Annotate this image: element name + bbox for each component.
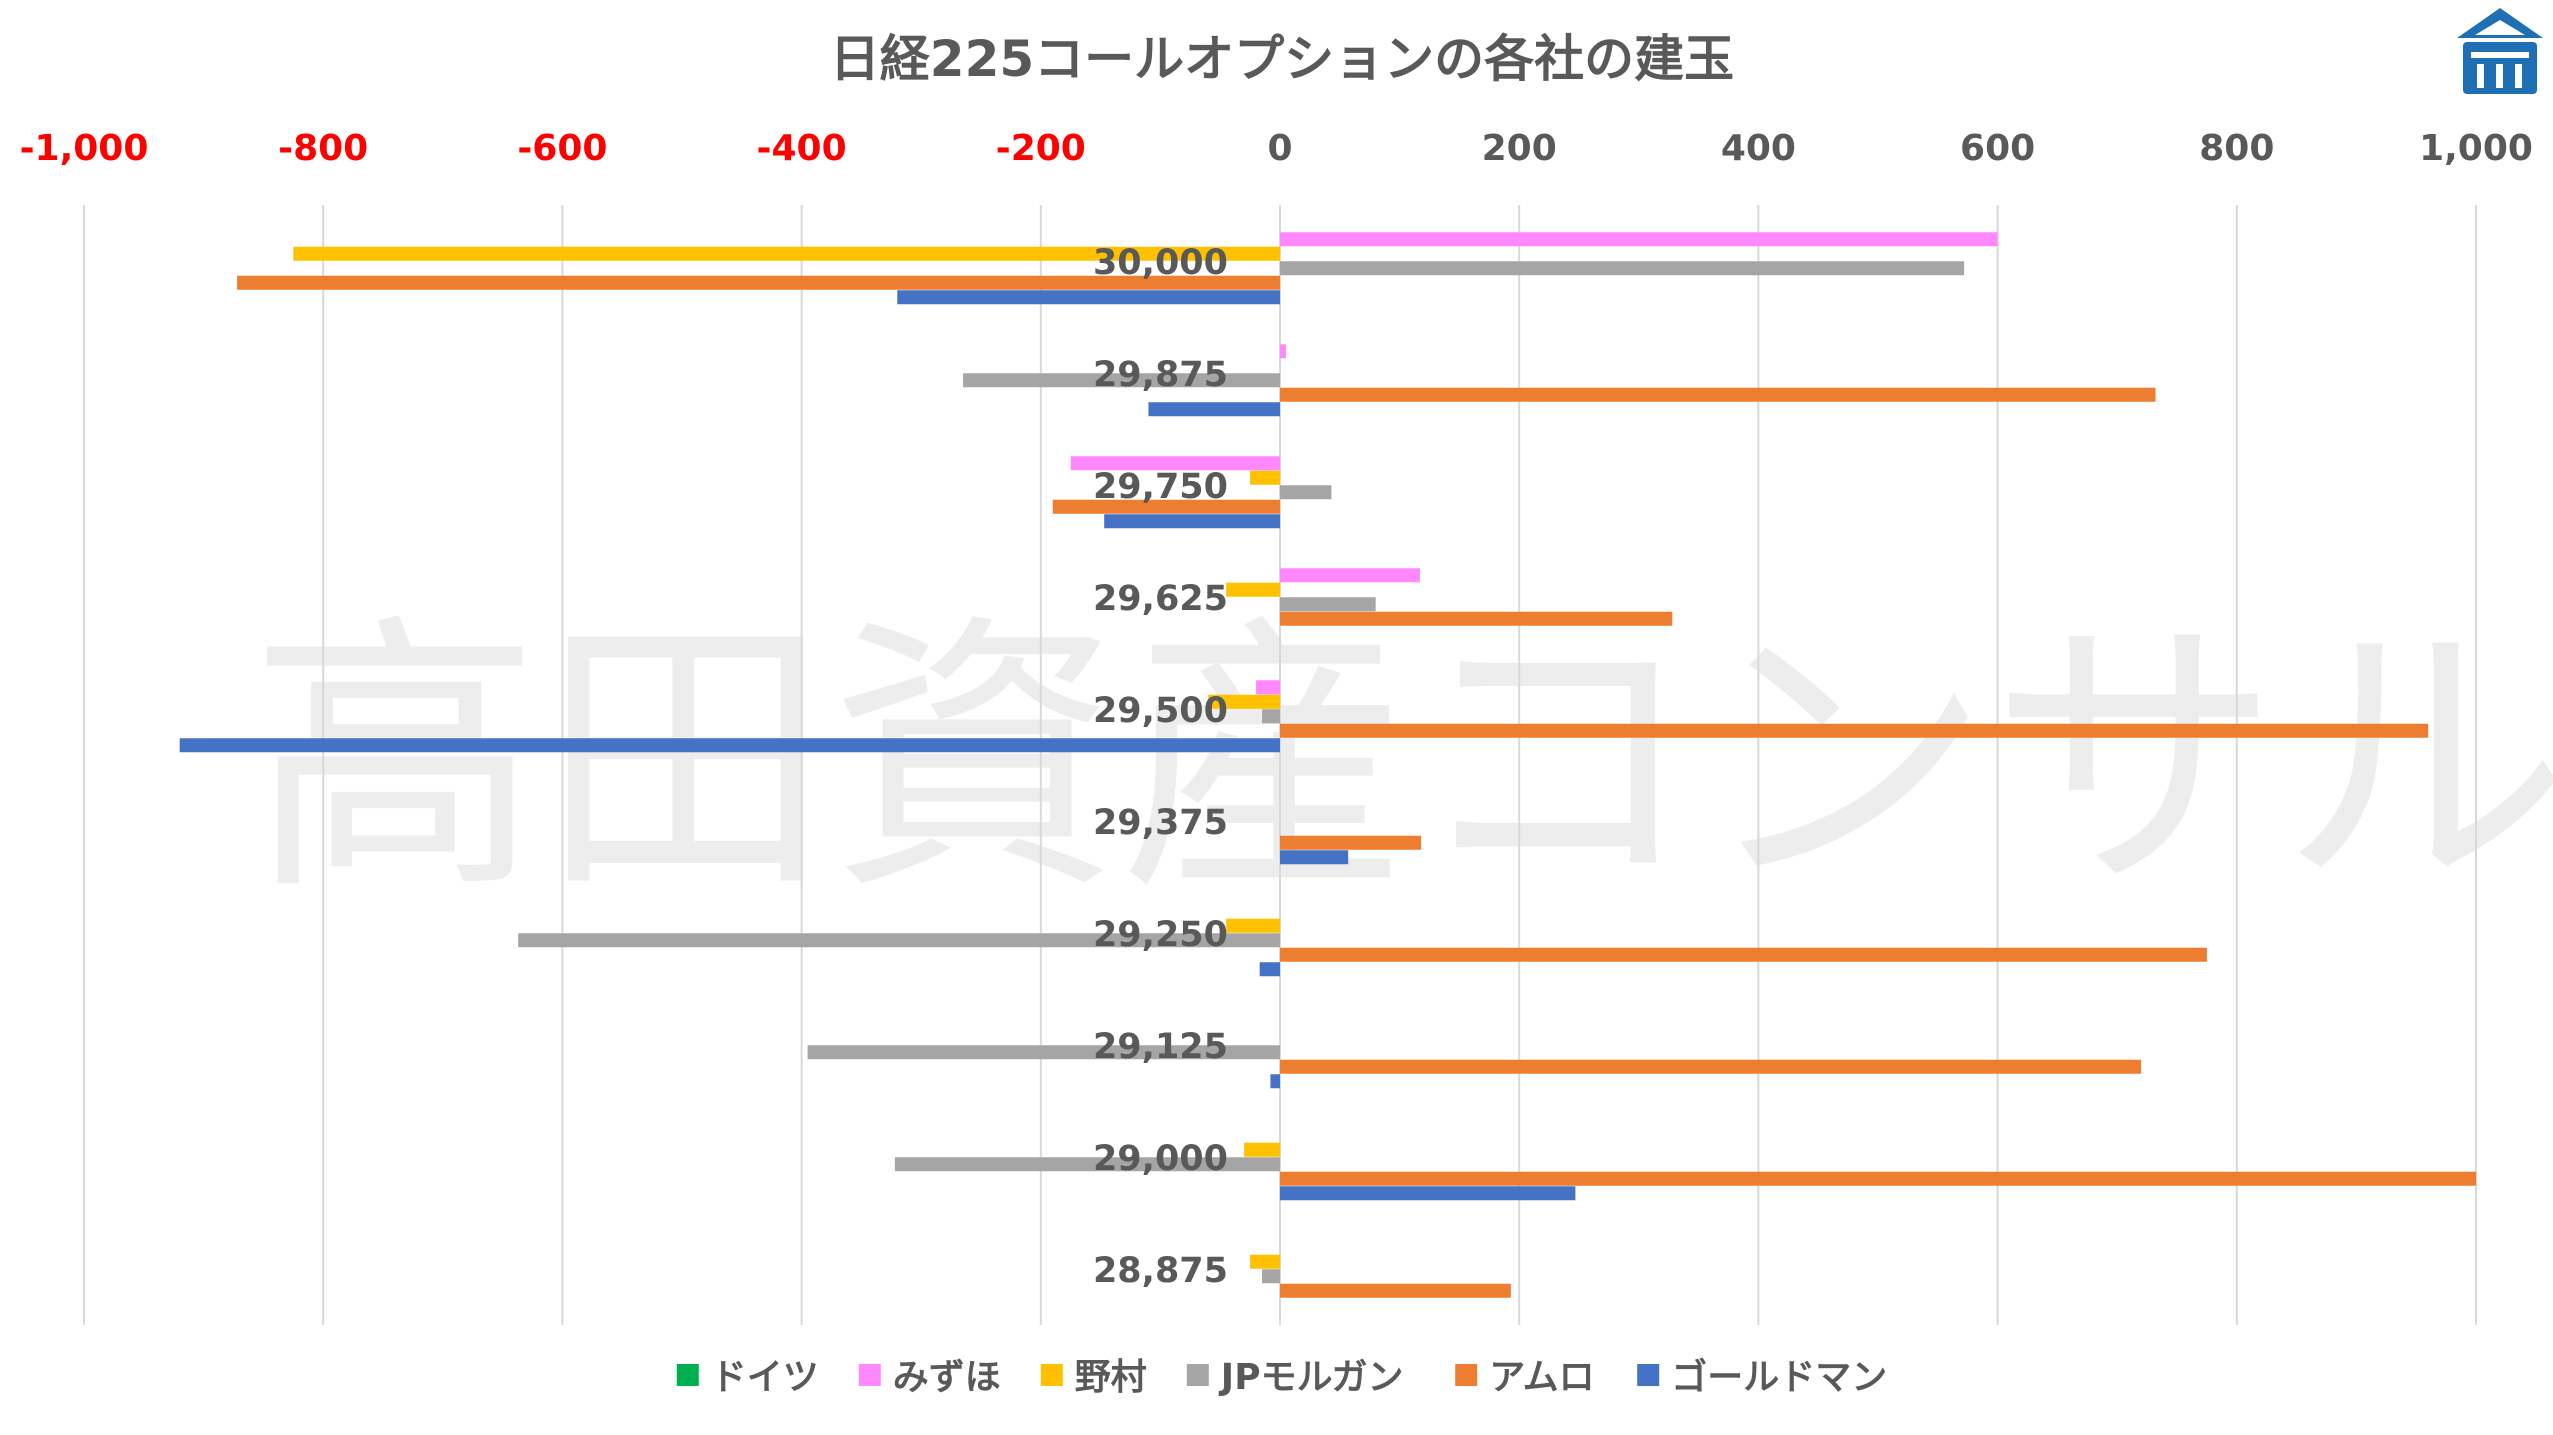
bar <box>237 275 1280 290</box>
legend-item: アムロ <box>1455 1357 1595 1398</box>
category-label: 29,375 <box>1093 803 1228 843</box>
x-tick-label: -600 <box>517 128 607 169</box>
bar <box>1280 1186 1576 1201</box>
legend-swatch <box>676 1364 699 1386</box>
bar <box>1052 499 1280 514</box>
bar <box>1280 611 1673 626</box>
x-tick-label: -800 <box>278 128 368 169</box>
gridlines <box>83 205 2477 1325</box>
bar <box>1244 1142 1280 1157</box>
bar <box>1280 1059 2142 1074</box>
bar <box>1259 962 1280 977</box>
x-tick-label: -200 <box>996 128 1086 169</box>
watermark-text: 高田資産コンサル <box>250 592 2553 929</box>
bar <box>1250 470 1280 485</box>
category-label: 29,500 <box>1093 691 1228 731</box>
category-label: 29,875 <box>1093 355 1228 395</box>
legend-swatch <box>858 1364 881 1386</box>
category-label: 28,875 <box>1093 1251 1228 1291</box>
bar <box>1280 387 2156 402</box>
legend-swatch <box>1040 1364 1063 1386</box>
bar <box>1280 723 2429 738</box>
bar <box>1280 850 1349 865</box>
legend-label: 野村 <box>1075 1357 1147 1398</box>
bar <box>179 738 1281 753</box>
company-logo-icon <box>2457 8 2543 94</box>
bar <box>1280 947 2207 962</box>
bar <box>518 933 1280 948</box>
bar <box>1280 1171 2476 1186</box>
bar <box>897 290 1280 305</box>
bar <box>1280 261 1965 276</box>
x-tick-label: 800 <box>2199 128 2274 169</box>
legend-label: JPモルガン <box>1218 1357 1404 1398</box>
bar <box>1280 1283 1511 1298</box>
bar <box>1280 835 1422 850</box>
category-label: 29,250 <box>1093 915 1228 955</box>
bar <box>894 1157 1280 1172</box>
bar <box>1104 514 1280 529</box>
x-tick-label: 200 <box>1482 128 1557 169</box>
category-label: 29,625 <box>1093 579 1228 619</box>
x-tick-label: 400 <box>1721 128 1796 169</box>
bar <box>1262 709 1280 724</box>
bar <box>1250 1254 1280 1269</box>
legend-label: みずほ <box>893 1357 1001 1398</box>
bars <box>179 232 2476 1298</box>
legend-label: ゴールドマン <box>1671 1356 1887 1398</box>
legend-label: アムロ <box>1489 1357 1594 1398</box>
category-label: 29,125 <box>1093 1027 1228 1067</box>
bar <box>293 246 1280 261</box>
bar <box>1280 568 1420 583</box>
x-tick-label: -400 <box>757 128 847 169</box>
category-label: 29,000 <box>1093 1139 1228 1179</box>
x-tick-label: -1,000 <box>20 128 149 169</box>
x-axis-ticks: -1,000 -800 -600 -400 -200 0 200 400 600 800 1,000 <box>20 128 2533 169</box>
bar <box>1280 344 1286 359</box>
bar <box>1226 582 1280 597</box>
category-label: 30,000 <box>1093 243 1228 283</box>
legend-swatch <box>1637 1364 1660 1386</box>
legend-item: ドイツ <box>676 1357 819 1398</box>
bar <box>963 373 1280 388</box>
legend-swatch <box>1455 1364 1478 1386</box>
legend: ドイツ みずほ 野村 JPモルガン アムロ ゴールドマン <box>676 1356 1887 1398</box>
bar <box>1270 1074 1280 1089</box>
bar <box>1280 597 1376 612</box>
legend-label: ドイツ <box>711 1357 819 1398</box>
legend-swatch <box>1186 1364 1209 1386</box>
legend-item: JPモルガン <box>1186 1357 1404 1398</box>
bar <box>1280 232 1998 247</box>
bar <box>1148 402 1280 417</box>
bar <box>1262 1269 1280 1284</box>
bar <box>1208 694 1280 709</box>
legend-item: 野村 <box>1040 1357 1147 1398</box>
bar <box>1256 680 1280 695</box>
legend-item: ゴールドマン <box>1637 1356 1887 1398</box>
category-labels: 30,000 29,875 29,750 29,625 29,500 29,375 29,2… <box>1093 243 1228 1291</box>
bar <box>1226 918 1280 933</box>
legend-item: みずほ <box>858 1357 1001 1398</box>
category-label: 29,750 <box>1093 467 1228 507</box>
x-tick-label: 0 <box>1267 128 1292 169</box>
bar <box>1280 485 1332 500</box>
x-tick-label: 1,000 <box>2419 128 2533 169</box>
bar <box>807 1045 1280 1060</box>
bar <box>1070 456 1280 471</box>
chart-title: 日経225コールオプションの各社の建玉 <box>830 30 1734 88</box>
x-tick-label: 600 <box>1960 128 2035 169</box>
